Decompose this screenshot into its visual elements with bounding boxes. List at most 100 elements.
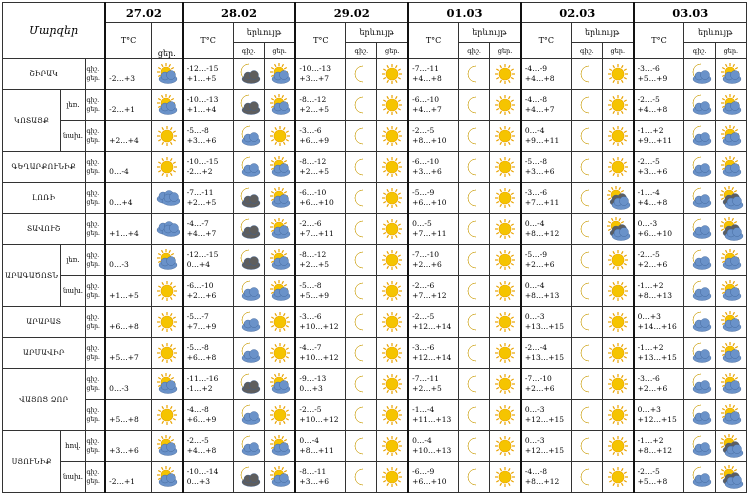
moon-cloud-dark-icon bbox=[232, 58, 265, 90]
sun-icon bbox=[489, 399, 522, 431]
temperature-cell: -6…-10 +6…+10 bbox=[294, 182, 347, 214]
temp-unit-header: T°C bbox=[294, 22, 347, 59]
sun-cloud-icon bbox=[263, 461, 296, 493]
sun-cloud-dark-icon bbox=[714, 461, 748, 493]
table-row: ՎԱՅՈՑ ՁՈՐ գիշ. ցեր. 0…-3 -11…-16 -1…+2 -9…-13 0… bbox=[2, 368, 748, 431]
weather-header: երևույթ bbox=[683, 22, 747, 43]
temperature-cell: -4…-7 +4…+7 bbox=[181, 213, 234, 245]
moon-icon bbox=[457, 244, 491, 276]
subregion-label: նախ. bbox=[60, 461, 86, 493]
day-night-labels: գիշ. ցեր. bbox=[84, 213, 106, 245]
temperature-cell: -4…-9 +4…+8 bbox=[519, 58, 572, 90]
moon-icon bbox=[457, 399, 491, 431]
sun-cloud-icon bbox=[714, 244, 748, 276]
moon-cloud-icon bbox=[683, 337, 716, 369]
moon-cloud-icon bbox=[683, 89, 716, 121]
sun-cloud-icon bbox=[263, 182, 296, 214]
sun-icon bbox=[489, 430, 522, 462]
temperature-cell: 0…+3 +14…+16 bbox=[632, 306, 685, 338]
sun-cloud-icon bbox=[714, 58, 748, 90]
temperature-cell: -6…-9 +6…+10 bbox=[407, 461, 459, 493]
moon-cloud-icon bbox=[232, 337, 265, 369]
temp-unit-header: T°C bbox=[104, 22, 152, 59]
day-night-labels: գիշ. ցեր. bbox=[84, 368, 106, 400]
temperature-cell: 0…+3 +12…+15 bbox=[632, 399, 685, 431]
temperature-cell: 0…-4 +8…+11 bbox=[294, 430, 347, 462]
temperature-cell: -2…-5 +4…+8 bbox=[181, 430, 234, 462]
temperature-cell: -2…-4 +13…+15 bbox=[519, 337, 572, 369]
sun-icon bbox=[263, 120, 296, 152]
moon-icon bbox=[570, 337, 603, 369]
weather-header: երևույթ bbox=[345, 22, 409, 43]
temperature-cell: +1…+4 bbox=[104, 213, 152, 245]
subregion-label: հով. bbox=[60, 430, 86, 462]
weather-header: երևույթ bbox=[232, 22, 296, 43]
temperature-cell: -2…-5 +3…+6 bbox=[632, 151, 685, 183]
temperature-cell: 0…-5 +7…+11 bbox=[407, 213, 459, 245]
date-header: 29.02 bbox=[294, 2, 409, 23]
temperature-cell: -1…+2 +9…+11 bbox=[632, 120, 685, 152]
temperature-cell: -2…-5 +4…+8 bbox=[632, 89, 685, 121]
subregion-label: լեռ. bbox=[60, 244, 86, 276]
sun-cloud-icon bbox=[150, 368, 184, 400]
temperature-cell: -5…-8 +6…+8 bbox=[181, 337, 234, 369]
sun-icon bbox=[376, 306, 409, 338]
table-row: ԼՈՌԻ գիշ. ցեր. 0…+4 -7…-11 +2…+5 -6…-10 +6…+10 -… bbox=[2, 182, 748, 214]
sun-cloud-dark-icon bbox=[601, 213, 635, 245]
sun-icon bbox=[489, 120, 522, 152]
moon-cloud-icon bbox=[683, 461, 716, 493]
sun-icon bbox=[601, 368, 635, 400]
day-night-labels: գիշ. ցեր. bbox=[84, 306, 106, 338]
temperature-cell: -7…-11 +4…+8 bbox=[407, 58, 459, 90]
table-row: ՇԻՐԱԿ գիշ. ցեր. -2…+3 -12…-15 +1…+5 -10…-13 +3…… bbox=[2, 58, 748, 90]
moon-icon bbox=[457, 89, 491, 121]
temperature-cell: -9…-13 0…+3 bbox=[294, 368, 347, 400]
sun-icon bbox=[601, 399, 635, 431]
moon-icon bbox=[345, 120, 378, 152]
temperature-cell: -8…-12 +2…+5 bbox=[294, 244, 347, 276]
table-row: նախ. գիշ. ցեր. +1…+5 -6…-10 +2…+6 -5…-8 +5…+9 -2… bbox=[3, 275, 748, 307]
sun-icon bbox=[376, 58, 409, 90]
cloud-icon bbox=[150, 213, 184, 245]
sun-icon bbox=[601, 306, 635, 338]
moon-icon bbox=[345, 89, 378, 121]
temperature-cell: -7…-11 +2…+5 bbox=[181, 182, 234, 214]
sun-icon bbox=[376, 337, 409, 369]
sun-icon bbox=[376, 89, 409, 121]
sun-icon bbox=[601, 430, 635, 462]
day-night-labels: գիշ. ցեր. bbox=[84, 120, 106, 152]
moon-icon bbox=[457, 461, 491, 493]
sun-icon bbox=[376, 151, 409, 183]
day-night-labels: գիշ. ցեր. bbox=[84, 275, 106, 307]
day-night-labels: գիշ. ցեր. bbox=[84, 337, 106, 369]
sun-icon bbox=[489, 244, 522, 276]
temperature-cell: -7…-10 +2…+6 bbox=[407, 244, 459, 276]
moon-icon bbox=[457, 182, 491, 214]
temperature-cell: 0…-3 +12…+15 bbox=[519, 399, 572, 431]
sun-cloud-icon bbox=[714, 120, 748, 152]
region-name: ՎԱՅՈՑ ՁՈՐ bbox=[2, 368, 86, 431]
temperature-cell: -10…-13 +3…+7 bbox=[294, 58, 347, 90]
moon-icon bbox=[570, 430, 603, 462]
temperature-cell: -10…-14 0…+3 bbox=[181, 461, 234, 493]
sun-cloud-icon bbox=[263, 244, 296, 276]
temp-unit-header: T°C bbox=[407, 22, 459, 59]
sun-icon bbox=[489, 89, 522, 121]
temperature-cell: -8…-12 +2…+5 bbox=[294, 89, 347, 121]
day-label: ցեր. bbox=[376, 42, 409, 59]
temperature-cell: -4…-7 +10…+12 bbox=[294, 337, 347, 369]
sun-cloud-icon bbox=[714, 368, 748, 400]
moon-icon bbox=[345, 275, 378, 307]
moon-cloud-icon bbox=[683, 244, 716, 276]
moon-cloud-icon bbox=[683, 213, 716, 245]
temperature-cell: -2…-6 +7…+11 bbox=[294, 213, 347, 245]
moon-cloud-dark-icon bbox=[232, 213, 265, 245]
temperature-cell: -6…-10 +2…+6 bbox=[181, 275, 234, 307]
temperature-cell: -1…+2 +13…+15 bbox=[632, 337, 685, 369]
temperature-cell: 0…-4 +8…+12 bbox=[519, 213, 572, 245]
temperature-cell: +5…+8 bbox=[104, 399, 152, 431]
sun-cloud-icon bbox=[263, 58, 296, 90]
moon-cloud-icon bbox=[232, 399, 265, 431]
sun-cloud-dark-icon bbox=[601, 182, 635, 214]
